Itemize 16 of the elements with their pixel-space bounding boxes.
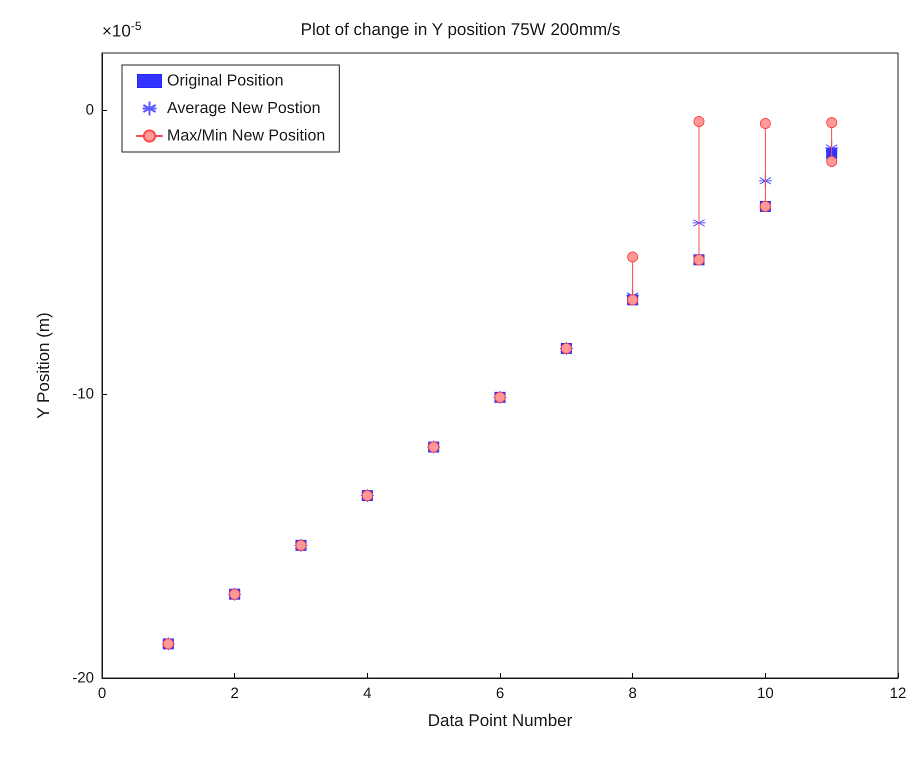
x-tick-label: 2: [230, 685, 239, 702]
legend-label: Original Position: [167, 72, 284, 90]
y-tick-label: -10: [72, 385, 94, 402]
chart-title: Plot of change in Y position 75W 200mm/s: [300, 20, 620, 39]
legend-label: Max/Min New Position: [167, 128, 326, 144]
y-tick-label: -20: [72, 670, 94, 686]
legend-label: Average New Postion: [167, 100, 321, 117]
y-tick-label: 0: [86, 101, 94, 118]
x-tick-label: 12: [890, 685, 906, 702]
x-axis-title: Data Point Number: [428, 711, 573, 730]
x-tick-label: 4: [363, 685, 372, 702]
x-tick-label: 6: [496, 685, 504, 702]
x-tick-label: 0: [98, 685, 106, 702]
x-tick-label: 8: [628, 685, 637, 702]
y-axis-title: Y Position (m): [34, 312, 53, 419]
x-tick-label: 10: [756, 685, 774, 702]
